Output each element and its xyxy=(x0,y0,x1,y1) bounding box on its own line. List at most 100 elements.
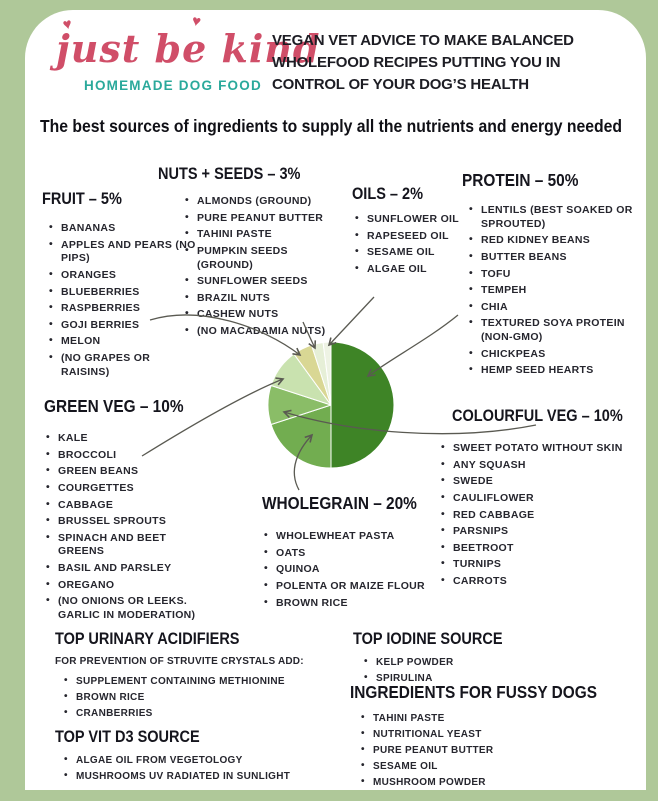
list-item: BUTTER BEANS xyxy=(468,250,634,265)
list-item: APPLES AND PEARS (NO PIPS) xyxy=(48,238,200,266)
section-fussy-dogs: INGREDIENTS FOR FUSSY DOGS TAHINI PASTE N… xyxy=(350,682,640,792)
list-item: ALGAE OIL xyxy=(354,262,487,277)
list-item: ALGAE OIL FROM VEGETOLOGY xyxy=(63,753,345,767)
fussy-dogs-heading: INGREDIENTS FOR FUSSY DOGS xyxy=(350,682,598,702)
brand-name: just be kind xyxy=(56,26,321,71)
section-colourful-veg: COLOURFUL VEG – 10% SWEET POTATO WITHOUT… xyxy=(441,407,647,592)
section-protein: PROTEIN – 50% LENTILS (BEST SOAKED OR SP… xyxy=(462,170,634,381)
section-heading-protein: PROTEIN – 50% xyxy=(462,170,579,190)
list-item: TAHINI PASTE xyxy=(184,227,338,242)
iodine-heading: TOP IODINE SOURCE xyxy=(353,630,503,648)
list-item: SPIRULINA xyxy=(363,671,633,685)
iodine-list: KELP POWDER SPIRULINA xyxy=(363,655,633,685)
list-item: CARROTS xyxy=(440,574,647,589)
list-item: SPINACH AND BEET GREENS xyxy=(45,531,209,559)
list-item: ALMONDS (GROUND) xyxy=(184,194,338,209)
list-item: SWEET POTATO WITHOUT SKIN xyxy=(440,441,647,456)
section-fruit: FRUIT – 5% BANANAS APPLES AND PEARS (NO P… xyxy=(42,190,200,382)
list-item: CABBAGE xyxy=(45,498,209,513)
list-item: LENTILS (BEST SOAKED OR SPROUTED) xyxy=(468,203,634,231)
urinary-list: SUPPLEMENT CONTAINING METHIONINE BROWN RI… xyxy=(63,674,345,720)
list-item: MELON xyxy=(48,335,200,349)
fussy-dogs-list: TAHINI PASTE NUTRITIONAL YEAST PURE PEANUT… xyxy=(360,711,640,789)
list-item: SUNFLOWER OIL xyxy=(354,212,487,227)
list-item: HEMP SEED HEARTS xyxy=(468,363,634,378)
list-item: (NO GRAPES OR RAISINS) xyxy=(48,351,200,379)
list-item: TAHINI PASTE xyxy=(360,711,640,725)
section-heading-green-veg: GREEN VEG – 10% xyxy=(44,396,184,416)
list-item: SESAME OIL xyxy=(360,759,640,773)
list-item: CHIA xyxy=(468,300,634,315)
list-item: TEXTURED SOYA PROTEIN (NON-GMO) xyxy=(468,316,634,344)
list-item: SESAME OIL xyxy=(354,245,487,260)
vit-d3-list: ALGAE OIL FROM VEGETOLOGY MUSHROOMS UV RA… xyxy=(63,753,345,783)
list-item: CRANBERRIES xyxy=(63,706,345,720)
list-item: OATS xyxy=(263,546,447,561)
section-vit-d3: TOP VIT D3 SOURCE ALGAE OIL FROM VEGETOL… xyxy=(55,728,345,786)
list-item: TOFU xyxy=(468,267,634,282)
urinary-heading: TOP URINARY ACIDIFIERS xyxy=(55,630,240,648)
list-item: COURGETTES xyxy=(45,481,209,496)
list-item: PURE PEANUT BUTTER xyxy=(360,743,640,757)
section-heading-nuts-seeds: NUTS + SEEDS – 3% xyxy=(158,165,301,183)
list-item: CHICKPEAS xyxy=(468,347,634,362)
list-item: MUSHROOM POWDER xyxy=(360,775,640,789)
section-oils: OILS – 2% SUNFLOWER OIL RAPESEED OILSESAM… xyxy=(352,185,487,280)
section-green-veg: GREEN VEG – 10% KALE BROCCOLIGREEN BEANS C… xyxy=(44,396,209,626)
oils-list: SUNFLOWER OIL RAPESEED OILSESAME OIL ALGAE… xyxy=(354,212,487,277)
header-tagline: VEGAN VET ADVICE TO MAKE BALANCED WHOLEF… xyxy=(272,32,574,93)
protein-list: LENTILS (BEST SOAKED OR SPROUTED) RED KID… xyxy=(468,203,634,378)
list-item: BROCCOLI xyxy=(45,448,209,463)
list-item: PARSNIPS xyxy=(440,524,647,539)
list-item: BRAZIL NUTS xyxy=(184,291,338,306)
list-item: TURNIPS xyxy=(440,558,647,572)
list-item: BRUSSEL SPROUTS xyxy=(45,514,209,529)
list-item: RASPBERRIES xyxy=(48,301,200,316)
section-heading-colourful-veg: COLOURFUL VEG – 10% xyxy=(452,407,623,425)
list-item: MUSHROOMS UV RADIATED IN SUNLIGHT xyxy=(63,769,345,783)
green-veg-list: KALE BROCCOLIGREEN BEANS COURGETTES CABBAGE… xyxy=(45,431,209,623)
list-item: SUNFLOWER SEEDS xyxy=(184,274,338,289)
list-item: GOJI BERRIES xyxy=(48,318,200,333)
list-item: SUPPLEMENT CONTAINING METHIONINE xyxy=(63,674,345,688)
list-item: KELP POWDER xyxy=(363,655,633,669)
section-iodine: TOP IODINE SOURCE KELP POWDER SPIRULINA xyxy=(353,630,633,688)
list-item: BEETROOT xyxy=(440,541,647,556)
section-heading-fruit: FRUIT – 5% xyxy=(42,190,122,208)
list-item: RED CABBAGE xyxy=(440,508,647,523)
fruit-list: BANANAS APPLES AND PEARS (NO PIPS) ORANGES… xyxy=(48,221,200,379)
list-item: TEMPEH xyxy=(468,283,634,298)
list-item: PUMPKIN SEEDS (GROUND) xyxy=(184,244,338,272)
list-item: (NO MACADAMIA NUTS) xyxy=(184,324,338,339)
section-heading-oils: OILS – 2% xyxy=(352,185,424,203)
list-item: GREEN BEANS xyxy=(45,464,209,479)
list-item: ANY SQUASH xyxy=(440,458,647,473)
list-item: POLENTA OR MAIZE FLOUR xyxy=(263,579,447,594)
page-title: The best sources of ingredients to suppl… xyxy=(40,116,622,136)
list-item: ORANGES xyxy=(48,268,200,283)
list-item: BASIL AND PARSLEY xyxy=(45,561,209,576)
list-item: QUINOA xyxy=(263,562,447,577)
list-item: NUTRITIONAL YEAST xyxy=(360,727,640,741)
brand-subtitle: HOMEMADE DOG FOOD xyxy=(84,78,262,93)
list-item: (NO ONIONS OR LEEKS. GARLIC IN MODERATIO… xyxy=(45,594,209,622)
list-item: RAPESEED OIL xyxy=(354,229,487,244)
list-item: BROWN RICE xyxy=(63,690,345,704)
list-item: PURE PEANUT BUTTER xyxy=(184,211,338,226)
section-wholegrain: WHOLEGRAIN – 20% WHOLEWHEAT PASTA OATSQUI… xyxy=(262,493,447,613)
list-item: BLUEBERRIES xyxy=(48,285,200,300)
wholegrain-list: WHOLEWHEAT PASTA OATSQUINOA POLENTA OR MAI… xyxy=(263,529,447,611)
section-nuts-seeds: NUTS + SEEDS – 3% ALMONDS (GROUND) PURE P… xyxy=(158,165,338,342)
list-item: CAULIFLOWER xyxy=(440,491,647,506)
colourful-veg-list: SWEET POTATO WITHOUT SKIN ANY SQUASHSWEDE… xyxy=(440,441,647,589)
list-item: KALE xyxy=(45,431,209,446)
list-item: BROWN RICE xyxy=(263,596,447,611)
list-item: OREGANO xyxy=(45,578,209,593)
list-item: SWEDE xyxy=(440,474,647,489)
urinary-note: FOR PREVENTION OF STRUVITE CRYSTALS ADD: xyxy=(55,656,304,667)
list-item: RED KIDNEY BEANS xyxy=(468,233,634,248)
list-item: CASHEW NUTS xyxy=(184,308,338,322)
nuts-seeds-list: ALMONDS (GROUND) PURE PEANUT BUTTERTAHINI… xyxy=(184,194,338,339)
list-item: BANANAS xyxy=(48,221,200,236)
